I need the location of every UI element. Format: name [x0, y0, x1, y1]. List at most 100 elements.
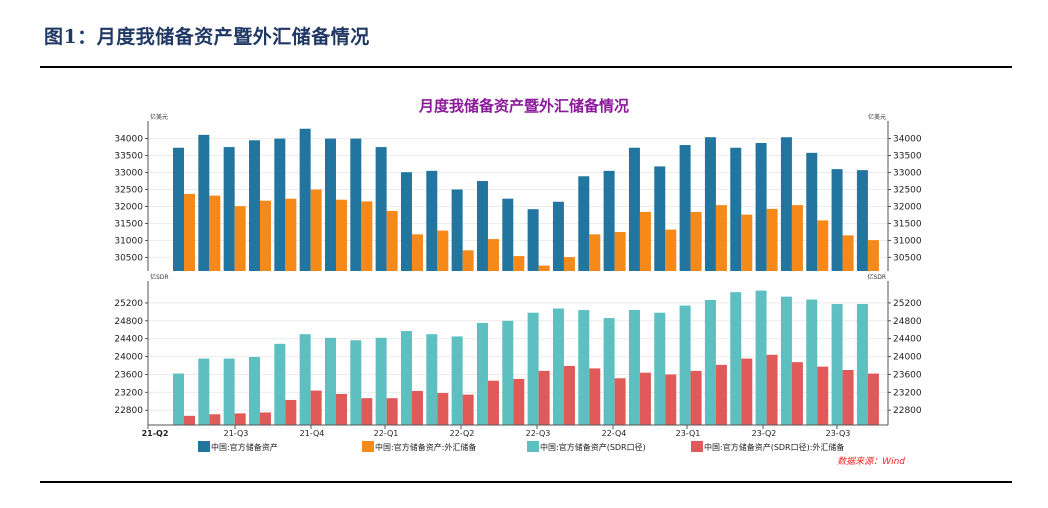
top-bar-s0 [755, 142, 767, 271]
y-tick-label-right: 24800 [893, 317, 922, 327]
legend-label: 中国:官方储备资产(SDR口径):外汇储备 [704, 442, 844, 452]
bottom-bar-s0 [730, 292, 742, 425]
bottom-bar-s1 [184, 415, 195, 425]
x-tick-label: 23-Q1 [676, 429, 701, 438]
y-tick-label-left: 32000 [114, 202, 143, 212]
top-bar-s1 [310, 189, 322, 271]
bottom-bar-s0 [704, 299, 716, 425]
y-tick-label-left: 25200 [114, 299, 143, 309]
bottom-bar-s1 [209, 414, 221, 425]
chart-title: 月度我储备资产暨外汇储备情况 [418, 97, 629, 115]
bottom-bar-s0 [552, 308, 564, 425]
bottom-bar-s1 [361, 398, 373, 425]
x-tick-label: 22-Q1 [374, 429, 399, 438]
y-tick-label-right: 24400 [893, 335, 922, 345]
top-bar-s0 [806, 152, 818, 271]
bottom-bar-s0 [426, 334, 438, 425]
top-bar-s1 [538, 265, 550, 271]
source-note: 数据来源：Wind [837, 456, 905, 467]
figure-title: 图1：月度我储备资产暨外汇储备情况 [44, 26, 370, 48]
y-tick-label-left: 34000 [114, 135, 143, 145]
y-tick-label-right: 33000 [893, 169, 922, 179]
y-tick-label-left: 31000 [114, 236, 143, 246]
x-tick-label: 21-Q2 [142, 429, 169, 438]
bottom-bar-s0 [527, 312, 539, 425]
bottom-bar-s1 [690, 370, 702, 425]
legend-label: 中国:官方储备资产 [211, 442, 278, 452]
top-bar-s0 [679, 145, 691, 271]
top-panel: 30500 30500 31000 31000 31500 31500 32000 32000… [114, 113, 922, 271]
bottom-bar-s0 [400, 331, 412, 425]
bottom-bar-s0 [299, 334, 311, 425]
top-bar-s0 [654, 166, 666, 271]
bottom-bar-s1 [639, 372, 651, 425]
top-bar-s0 [248, 140, 260, 271]
top-bar-s0 [375, 147, 387, 271]
top-bar-s1 [184, 193, 195, 271]
top-bar-s1 [361, 201, 373, 271]
y-unit-left: 亿美元 [150, 113, 168, 121]
y-tick-label-right: 33500 [893, 152, 922, 162]
bottom-bar-s0 [350, 340, 362, 425]
top-bar-s1 [791, 205, 803, 271]
top-bar-s0 [628, 147, 640, 271]
bottom-bar-s0 [578, 310, 590, 425]
bottom-bar-s1 [614, 378, 626, 425]
bottom-bar-s1 [867, 373, 879, 425]
y-tick-label-right: 32000 [893, 202, 922, 212]
y-tick-label-left: 31500 [114, 219, 143, 229]
bottom-bar-s1 [285, 399, 297, 425]
top-bar-s0 [730, 147, 742, 271]
bottom-bar-s1 [310, 390, 322, 425]
y-tick-label-right: 24000 [893, 353, 922, 363]
bottom-bar-s0 [603, 318, 615, 425]
y-tick-label-left: 33000 [114, 169, 143, 179]
bottom-bar-s0 [274, 343, 286, 425]
bottom-bar-s1 [842, 369, 854, 425]
y-tick-label-left: 22800 [114, 406, 143, 416]
top-bar-s0 [527, 209, 539, 271]
top-bar-s0 [603, 170, 615, 271]
top-bar-s0 [426, 170, 438, 271]
bottom-bar-s0 [375, 337, 387, 425]
x-tick-label: 23-Q2 [752, 429, 777, 438]
bottom-bar-s1 [791, 362, 803, 425]
y-tick-label-left: 32500 [114, 186, 143, 196]
bottom-bar-s1 [589, 368, 601, 425]
bottom-rule [40, 481, 1012, 483]
top-bar-s0 [831, 169, 843, 271]
bottom-bar-s1 [665, 374, 677, 425]
bottom-bar-s1 [741, 358, 753, 425]
y-unit-right: 亿美元 [868, 113, 886, 121]
top-bar-s0 [350, 138, 362, 271]
legend: 中国:官方储备资产 中国:官方储备资产:外汇储备 中国:官方储备资产(SDR口径) 中… [198, 441, 844, 452]
top-bar-s0 [502, 198, 514, 271]
top-bar-s1 [386, 210, 398, 271]
x-axis: 21-Q2 21-Q3 21-Q4 22-Q1 22-Q2 22-Q3 22-Q4 23-Q1… [142, 424, 888, 438]
bottom-bar-s1 [437, 393, 449, 425]
bottom-panel: 22800 22800 23200 23200 23600 23600 24000 24000… [114, 273, 922, 425]
top-bar-s1 [639, 211, 651, 271]
top-bar-s1 [766, 208, 778, 271]
top-bar-s0 [274, 138, 286, 271]
top-rule [40, 66, 1012, 68]
y-tick-label-left: 33500 [114, 152, 143, 162]
top-bar-s1 [842, 235, 854, 271]
y-tick-label-right: 30500 [893, 253, 922, 263]
top-bar-s0 [451, 189, 463, 271]
bottom-bar-s0 [248, 357, 260, 425]
x-tick-label: 22-Q2 [450, 429, 475, 438]
bottom-bar-s1 [513, 378, 525, 425]
y-tick-label-left: 23200 [114, 388, 143, 398]
x-tick-label: 21-Q3 [224, 429, 249, 438]
bottom-bar-s1 [411, 391, 423, 425]
legend-swatch [691, 441, 703, 452]
y-tick-label-left: 23600 [114, 370, 143, 380]
y-tick-label-left: 24400 [114, 335, 143, 345]
top-bar-s0 [400, 172, 412, 271]
bottom-bar-s0 [780, 296, 792, 425]
bottom-bar-s1 [335, 393, 347, 425]
bottom-bar-s0 [451, 336, 463, 425]
x-tick-label: 21-Q4 [300, 429, 325, 438]
